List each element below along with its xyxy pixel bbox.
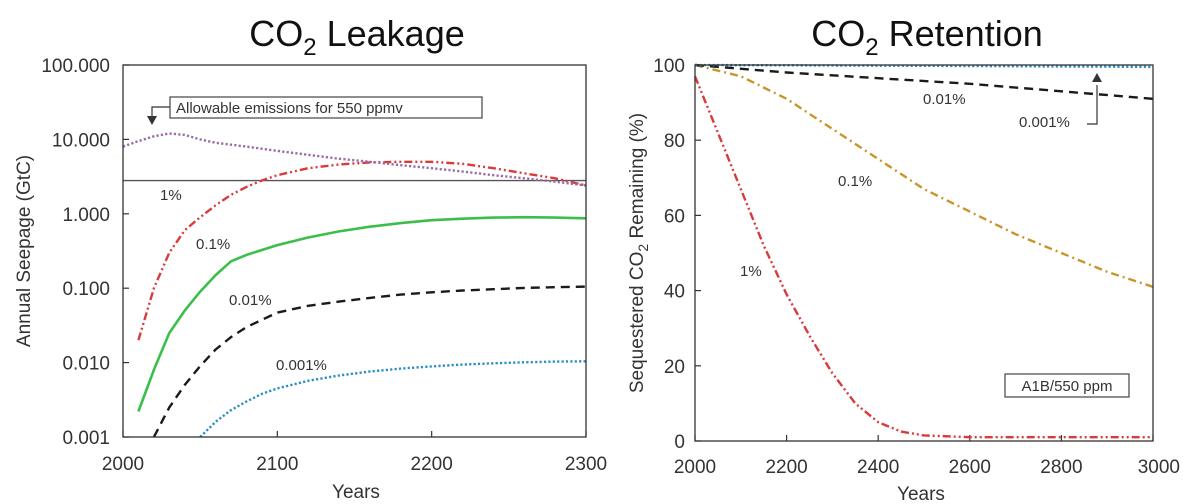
leakage-label-0.01pct: 0.01% (229, 292, 272, 309)
allowable-emissions-label: Allowable emissions for 550 ppmv (176, 100, 403, 117)
leakage-series-Allowable-emissions-for-550-ppmv (122, 132, 587, 187)
retention-x-tick-label: 2000 (674, 457, 716, 478)
retention-y-tick-label: 40 (664, 282, 685, 303)
leakage-y-tick-label: 0.001 (62, 428, 110, 449)
retention-0.001pct-arrow (1087, 85, 1098, 125)
leakage-y-tick-label: 0.100 (62, 279, 110, 300)
retention-x-tick-label: 3000 (1138, 457, 1180, 478)
leakage-y-tick-label: 100.000 (41, 56, 110, 77)
leakage-series-0.001% (199, 360, 587, 438)
retention-series-0.01% (694, 63, 1154, 100)
retention-x-tick-label: 2400 (857, 457, 899, 478)
leakage-label-1pct: 1% (160, 187, 182, 204)
retention-series-1% (693, 75, 1153, 439)
retention-label-0.001pct: 0.001% (1019, 114, 1070, 131)
leakage-y-axis-title: Annual Seepage (GtC) (14, 155, 35, 347)
retention-title: CO2 Retention (811, 13, 1042, 61)
retention-y-tick-label: 60 (664, 206, 685, 227)
leakage-x-tick-label: 2200 (411, 454, 453, 475)
leakage-x-tick-label: 2300 (565, 454, 607, 475)
retention-y-tick-label: 100 (653, 56, 685, 77)
retention-y-tick-label: 0 (674, 432, 685, 453)
retention-x-tick-label: 2800 (1040, 457, 1082, 478)
leakage-label-0.001pct: 0.001% (276, 357, 327, 374)
retention-label-1pct: 1% (740, 263, 762, 280)
allowable-emissions-arrowhead (147, 116, 157, 125)
retention-y-tick-label: 80 (664, 131, 685, 152)
scenario-box (1004, 373, 1130, 398)
leakage-y-tick-label: 10.000 (52, 130, 110, 151)
retention-x-tick-label: 2600 (949, 457, 991, 478)
scenario-label: A1B/550 ppm (1022, 378, 1113, 395)
retention-x-tick-label: 2200 (765, 457, 807, 478)
leakage-chart: CO2 Leakage 2000 2100 2200 2300 0.001 0.010 0.… (14, 13, 607, 503)
retention-y-tick-label: 20 (664, 357, 685, 378)
retention-chart: CO2 Retention 2000 2200 2400 2600 2800 3000 0 2… (627, 13, 1180, 504)
retention-0.001pct-arrowhead (1092, 73, 1102, 82)
leakage-x-tick-label: 2100 (256, 454, 298, 475)
retention-label-0.01pct: 0.01% (923, 91, 966, 108)
leakage-x-axis-title: Years (332, 482, 380, 503)
leakage-x-tick-label: 2000 (102, 454, 144, 475)
retention-x-axis-title: Years (897, 484, 945, 504)
leakage-title: CO2 Leakage (249, 13, 465, 61)
leakage-plot-frame (122, 64, 587, 438)
leakage-series-1% (137, 160, 587, 341)
retention-plot-frame (694, 64, 1154, 442)
leakage-y-tick-label: 1.000 (62, 205, 110, 226)
leakage-series-0.1% (137, 215, 587, 412)
retention-label-0.1pct: 0.1% (838, 173, 872, 190)
leakage-label-0.1pct: 0.1% (196, 236, 230, 253)
leakage-series-0.01% (152, 285, 587, 438)
leakage-y-tick-label: 0.010 (62, 354, 110, 375)
retention-y-axis-title: Sequestered CO2 Remaining (%) (627, 113, 651, 393)
